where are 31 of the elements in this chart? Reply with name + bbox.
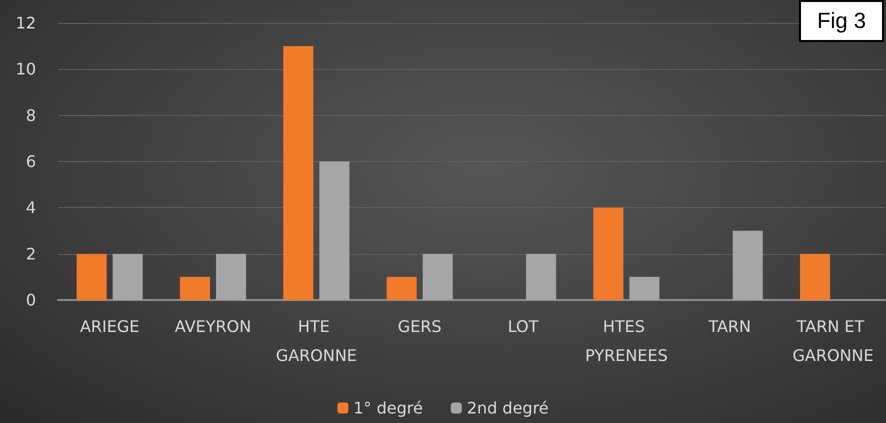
- x-tick-label: HTES PYRENEES: [585, 317, 668, 365]
- legend-label: 2nd degré: [466, 398, 549, 418]
- bar: [732, 230, 763, 300]
- y-tick-label: 6: [26, 152, 36, 171]
- x-tick-label: TARN ET GARONNE: [792, 317, 874, 365]
- bar: [319, 162, 350, 300]
- legend-label: 1° degré: [353, 398, 423, 418]
- bar: [112, 254, 143, 300]
- x-tick-label: ARIEGE: [80, 317, 140, 336]
- x-tick-label: LOT: [508, 317, 539, 336]
- bar: [422, 254, 453, 300]
- bar: [593, 208, 624, 300]
- x-tick-label: HTE GARONNE: [276, 317, 357, 365]
- y-tick-label: 0: [26, 290, 36, 310]
- y-tick-label: 10: [16, 60, 36, 79]
- bar: [800, 254, 830, 300]
- bar: [283, 46, 314, 300]
- bar: [76, 254, 107, 300]
- bar: [180, 276, 210, 300]
- y-tick-label: 12: [16, 14, 36, 32]
- bar: [526, 254, 556, 300]
- annotation: Fig 3: [799, 0, 884, 42]
- y-tick-label: 2: [26, 244, 36, 264]
- x-tick-label: GERS: [398, 317, 442, 336]
- y-tick-label: 4: [26, 198, 36, 218]
- bar: [386, 276, 417, 300]
- x-tick-label: TARN: [707, 317, 752, 336]
- bar: [629, 276, 660, 300]
- y-tick-label: 8: [26, 106, 36, 125]
- x-tick-label: AVEYRON: [174, 317, 252, 336]
- bar: [216, 254, 246, 300]
